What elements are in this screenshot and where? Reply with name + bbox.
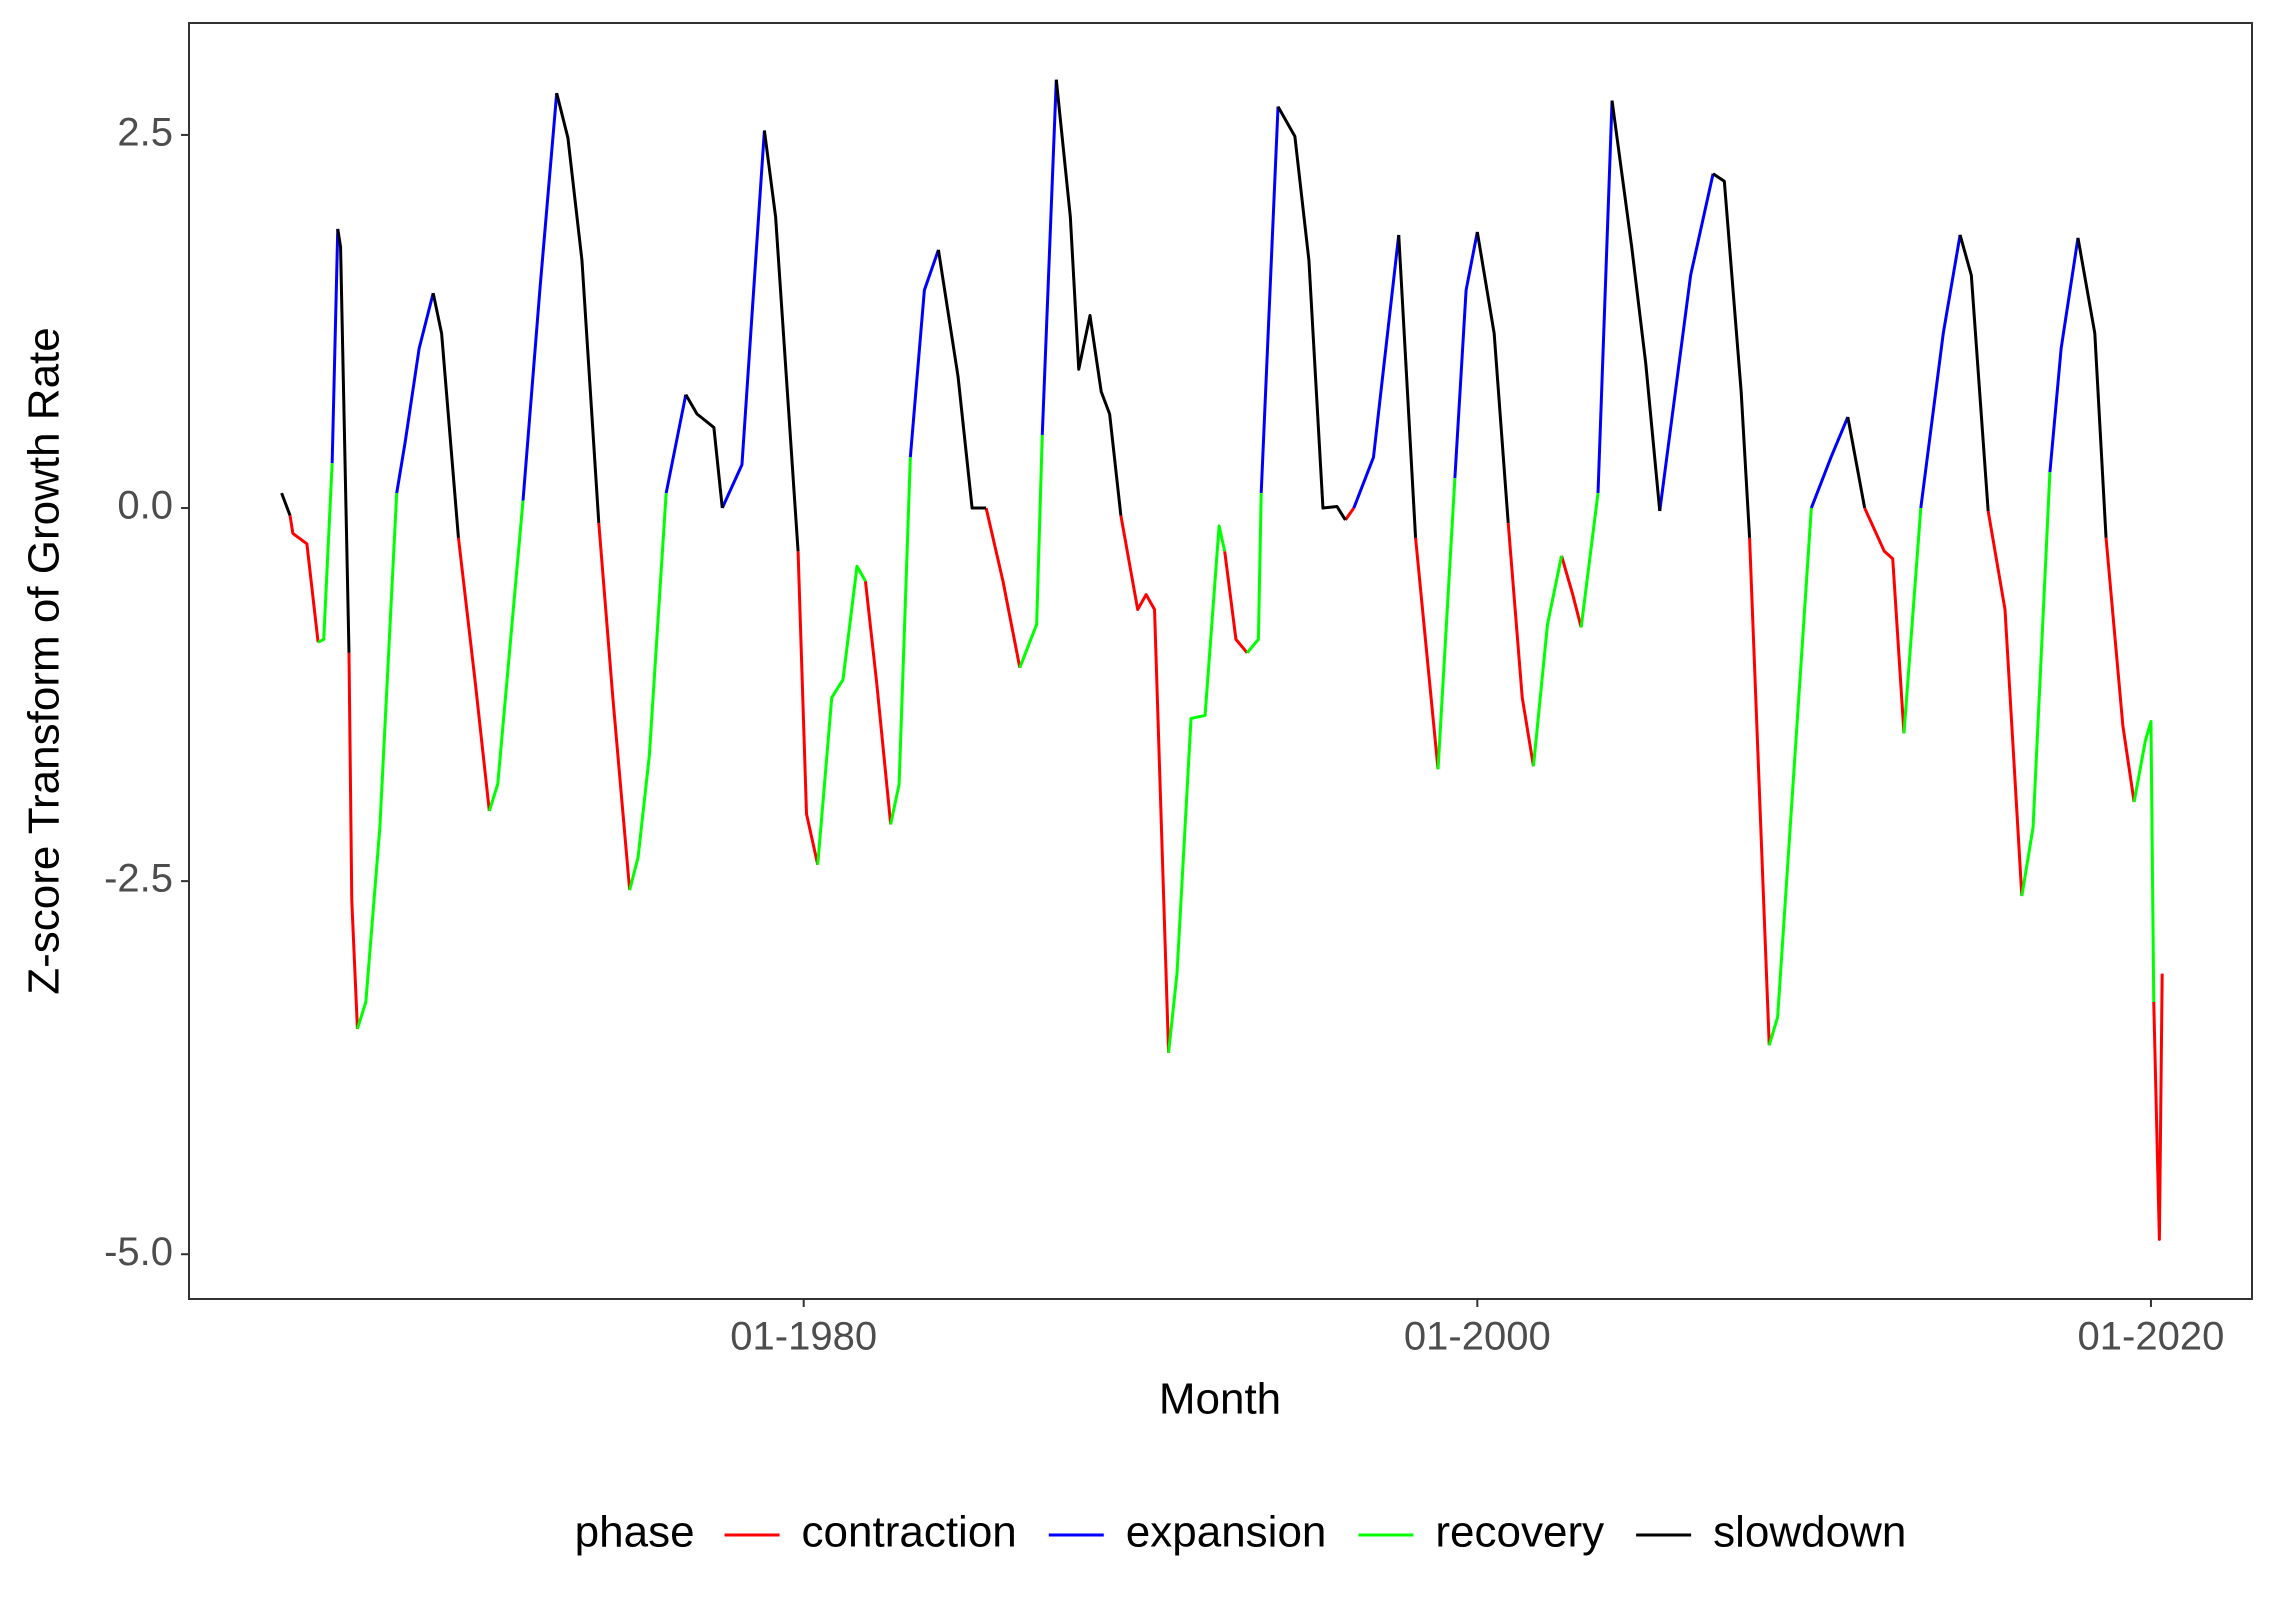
x-tick-label: 01-2020 bbox=[2078, 1315, 2225, 1359]
plot-border bbox=[188, 22, 2253, 1300]
legend-title: phase bbox=[575, 1508, 695, 1557]
y-tick-label: -2.5 bbox=[104, 857, 173, 901]
legend-label: slowdown bbox=[1713, 1508, 1906, 1557]
x-tick-label: 01-2000 bbox=[1404, 1315, 1551, 1359]
series-line bbox=[288, 507, 2164, 1241]
series-line bbox=[330, 79, 2080, 512]
y-tick-label: 2.5 bbox=[117, 110, 173, 154]
series-line bbox=[280, 79, 2108, 653]
series-line bbox=[317, 434, 2156, 1053]
y-tick-label: -5.0 bbox=[104, 1230, 173, 1274]
x-axis-title: Month bbox=[1159, 1375, 1281, 1424]
legend-label: recovery bbox=[1435, 1508, 1604, 1557]
legend-label: contraction bbox=[802, 1508, 1017, 1557]
x-tick-label: 01-1980 bbox=[730, 1315, 877, 1359]
y-axis-title: Z-score Transform of Growth Rate bbox=[20, 327, 69, 995]
y-tick-label: 0.0 bbox=[117, 484, 173, 528]
legend-label: expansion bbox=[1126, 1508, 1327, 1557]
